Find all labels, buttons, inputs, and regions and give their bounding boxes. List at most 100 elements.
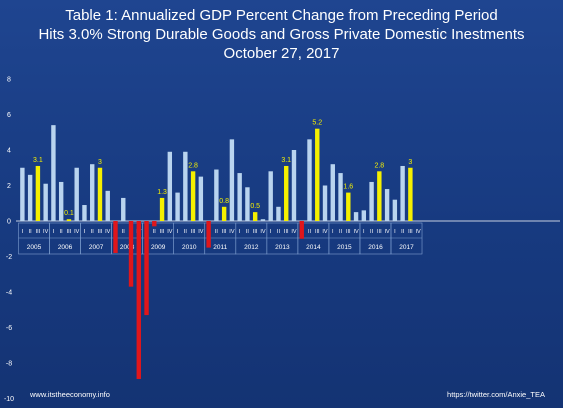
quarter-label: I bbox=[177, 229, 179, 235]
bar bbox=[206, 221, 211, 248]
year-label: 2012 bbox=[244, 244, 259, 251]
quarter-label: II bbox=[277, 229, 281, 235]
bar bbox=[252, 212, 258, 221]
quarter-label: I bbox=[84, 229, 86, 235]
y-tick-label: -10 bbox=[4, 396, 14, 403]
bar bbox=[260, 219, 266, 221]
bar bbox=[152, 221, 157, 227]
bar bbox=[121, 197, 126, 221]
quarter-label: I bbox=[363, 229, 365, 235]
data-label: 2.8 bbox=[374, 162, 384, 169]
data-label: 0.8 bbox=[219, 198, 229, 205]
bar bbox=[245, 187, 250, 221]
bar bbox=[361, 210, 367, 221]
year-label: 2007 bbox=[89, 244, 104, 251]
quarter-label: II bbox=[401, 229, 405, 235]
quarter-label: III bbox=[315, 229, 320, 235]
quarter-label: I bbox=[270, 229, 272, 235]
data-label: 5.2 bbox=[312, 120, 322, 127]
data-label: 2.8 bbox=[188, 162, 198, 169]
quarter-label: IV bbox=[384, 229, 390, 235]
data-label: 3.1 bbox=[33, 157, 43, 164]
quarter-label: II bbox=[370, 229, 374, 235]
quarter-label: III bbox=[408, 229, 413, 235]
quarter-label: II bbox=[308, 229, 312, 235]
year-label: 2015 bbox=[337, 244, 352, 251]
y-tick-label: 0 bbox=[7, 219, 11, 226]
bar bbox=[58, 181, 64, 221]
year-label: 2009 bbox=[151, 244, 166, 251]
quarter-label: III bbox=[222, 229, 227, 235]
y-tick-label: -2 bbox=[6, 254, 12, 261]
bar bbox=[353, 212, 359, 221]
bar bbox=[20, 167, 25, 221]
quarter-label: III bbox=[36, 229, 41, 235]
quarter-label: III bbox=[253, 229, 258, 235]
bar bbox=[400, 165, 405, 221]
bar bbox=[408, 167, 413, 221]
data-label: 3.1 bbox=[281, 157, 291, 164]
quarter-label: IV bbox=[105, 229, 111, 235]
quarter-label: III bbox=[160, 229, 165, 235]
y-tick-label: 4 bbox=[7, 148, 11, 155]
year-label: 2006 bbox=[58, 244, 73, 251]
quarter-label: IV bbox=[322, 229, 328, 235]
quarter-label: II bbox=[122, 229, 126, 235]
bar bbox=[384, 189, 390, 221]
quarter-label: II bbox=[339, 229, 343, 235]
bar bbox=[90, 164, 95, 221]
bar bbox=[291, 150, 297, 221]
year-label: 2008 bbox=[120, 244, 135, 251]
bar bbox=[198, 176, 204, 221]
data-label: 3 bbox=[408, 159, 412, 166]
year-label: 2005 bbox=[27, 244, 42, 251]
bar bbox=[392, 199, 398, 221]
quarter-label: IV bbox=[167, 229, 173, 235]
bar bbox=[276, 206, 281, 221]
quarter-label: I bbox=[22, 229, 24, 235]
quarter-label: IV bbox=[260, 229, 266, 235]
year-label: 2017 bbox=[399, 244, 414, 251]
bar bbox=[338, 173, 343, 221]
quarter-label: II bbox=[153, 229, 157, 235]
year-label: 2013 bbox=[275, 244, 290, 251]
quarter-label: IV bbox=[198, 229, 204, 235]
data-label: 1.6 bbox=[343, 184, 353, 191]
y-tick-label: -6 bbox=[6, 325, 12, 332]
quarter-label: IV bbox=[353, 229, 359, 235]
quarter-label: IV bbox=[291, 229, 297, 235]
data-label: 1.3 bbox=[157, 189, 167, 196]
quarter-label: II bbox=[246, 229, 250, 235]
quarter-label: III bbox=[191, 229, 196, 235]
bar bbox=[97, 167, 103, 221]
year-label: 2016 bbox=[368, 244, 383, 251]
quarter-label: III bbox=[284, 229, 289, 235]
bar bbox=[346, 192, 351, 221]
y-tick-label: 2 bbox=[7, 183, 11, 190]
footer-website: www.itstheeconomy.info bbox=[30, 390, 110, 399]
bar bbox=[144, 221, 149, 316]
bar bbox=[167, 151, 173, 221]
y-tick-label: 8 bbox=[7, 77, 11, 84]
bar bbox=[229, 139, 235, 221]
chart-title-line-1: Table 1: Annualized GDP Percent Change f… bbox=[65, 7, 498, 24]
bar bbox=[35, 165, 41, 221]
bar bbox=[27, 174, 33, 221]
quarter-label: I bbox=[53, 229, 55, 235]
chart-title-line-2: Hits 3.0% Strong Durable Goods and Gross… bbox=[38, 26, 525, 43]
quarter-label: II bbox=[215, 229, 219, 235]
year-label: 2014 bbox=[306, 244, 321, 251]
quarter-label: IV bbox=[74, 229, 80, 235]
bar bbox=[136, 221, 141, 379]
bar bbox=[299, 221, 304, 239]
bar bbox=[82, 205, 87, 221]
footer-twitter: https://twitter.com/Anxie_TEA bbox=[447, 390, 545, 399]
bar bbox=[214, 169, 219, 221]
bar bbox=[74, 167, 79, 221]
bar bbox=[330, 164, 335, 221]
bar bbox=[159, 197, 165, 221]
bar bbox=[190, 171, 196, 221]
quarter-label: III bbox=[377, 229, 382, 235]
year-label: 2011 bbox=[213, 244, 227, 251]
bar bbox=[175, 192, 180, 221]
